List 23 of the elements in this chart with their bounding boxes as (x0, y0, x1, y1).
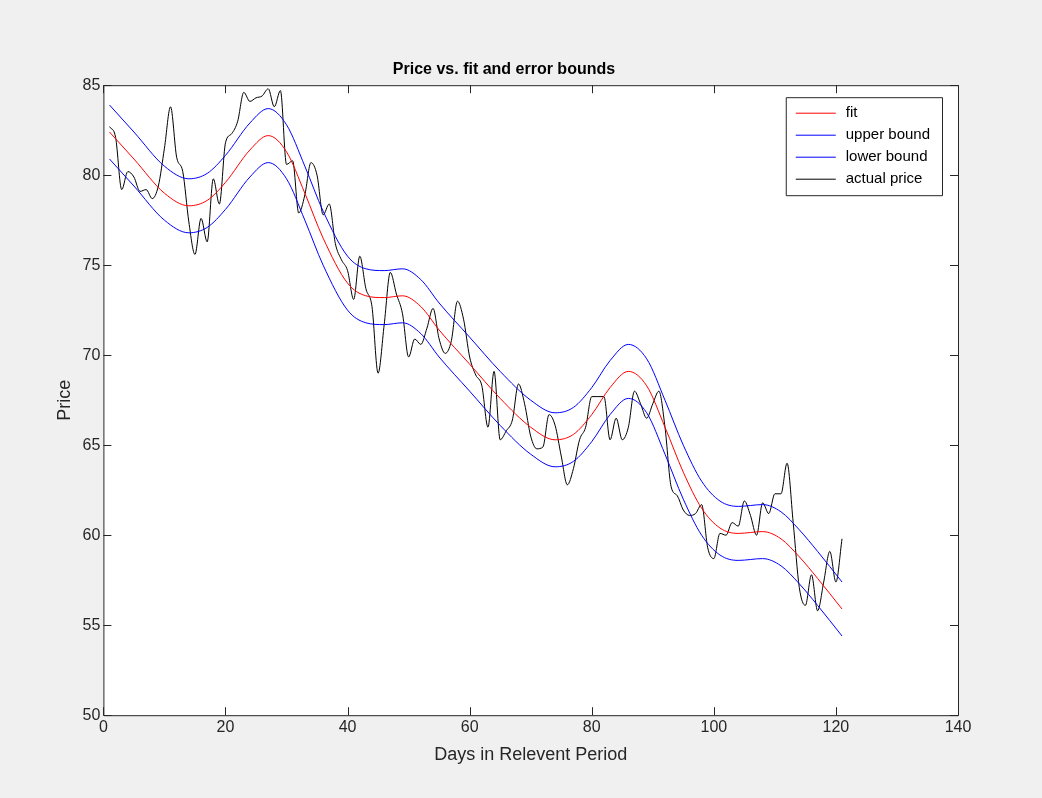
y-tick-label: 65 (82, 435, 101, 453)
y-axis-title: Price (53, 379, 74, 421)
x-tick-label: 60 (460, 718, 479, 736)
y-tick-label: 85 (82, 75, 101, 93)
x-tick-label: 100 (700, 718, 728, 736)
x-tick-label: 20 (216, 718, 235, 736)
chart-title: Price vs. fit and error bounds (392, 60, 616, 78)
x-tick-label: 40 (338, 718, 357, 736)
y-tick-label: 80 (82, 165, 101, 183)
x-tick-label: 80 (582, 718, 601, 736)
y-tick-label: 55 (82, 615, 101, 633)
legend-label: upper bound (845, 125, 931, 143)
x-tick-label: 0 (98, 718, 108, 736)
y-tick-label: 60 (82, 525, 101, 543)
y-tick-label: 70 (82, 345, 101, 363)
legend-label: fit (845, 103, 859, 121)
legend-label: actual price (845, 169, 923, 187)
x-tick-label: 120 (822, 718, 850, 736)
x-tick-label: 140 (944, 718, 972, 736)
x-axis-title: Days in Relevent Period (434, 744, 628, 765)
legend-label: lower bound (845, 147, 928, 165)
y-tick-label: 75 (82, 255, 101, 273)
y-tick-label: 50 (82, 705, 101, 723)
